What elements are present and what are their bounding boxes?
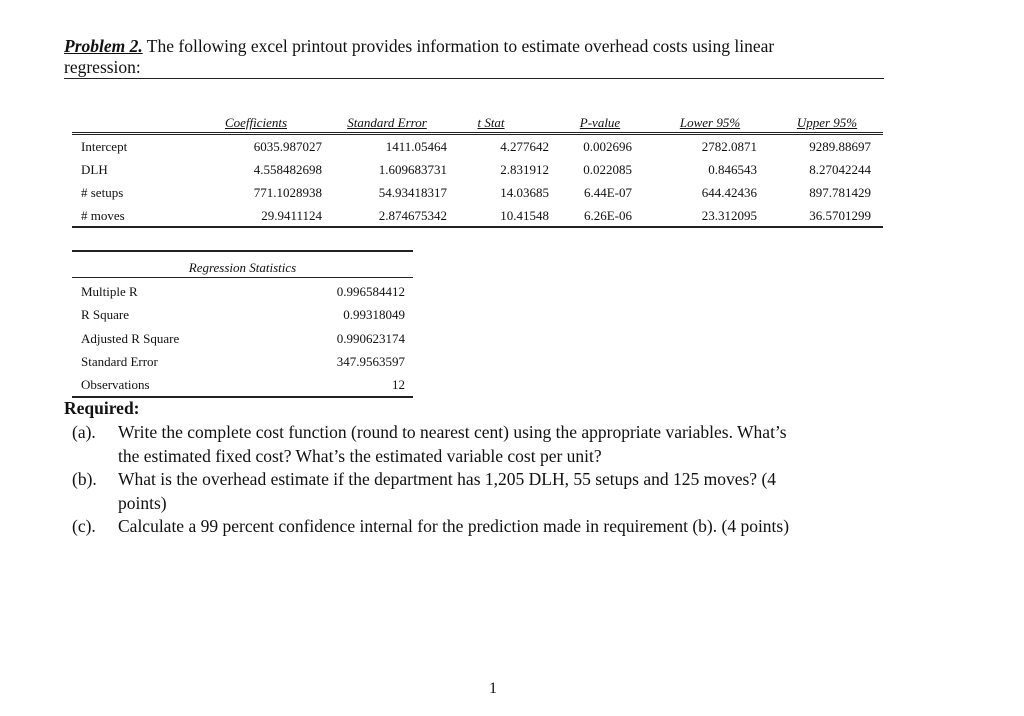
stat-label: Adjusted R Square: [81, 330, 180, 346]
header-rule: [72, 134, 883, 135]
row-label: # setups: [81, 185, 124, 200]
row-label: # moves: [81, 208, 125, 223]
title-underline: [64, 78, 884, 79]
column-header: Coefficients: [224, 115, 288, 130]
header-rule: [72, 132, 883, 133]
item-text: Write the complete cost function (round …: [118, 422, 787, 442]
table-cell: 771.1028938: [253, 185, 322, 200]
table-cell: 0.022085: [583, 162, 632, 177]
problem-title: Problem 2. The following excel printout …: [64, 36, 774, 57]
stat-label: Observations: [81, 377, 150, 393]
item-text: points): [118, 492, 167, 513]
title-text-line2: regression:: [64, 57, 141, 77]
table-cell: 0.002696: [583, 139, 632, 154]
item-text: the estimated fixed cost? What’s the est…: [118, 445, 602, 466]
stats-header: Regression Statistics: [188, 260, 297, 275]
row-label: Intercept: [81, 139, 128, 154]
stat-value: 347.9563597: [336, 353, 405, 369]
stat-label: Multiple R: [81, 284, 138, 299]
item-text: Calculate a 99 percent confidence intern…: [118, 516, 790, 536]
table-cell: 2.831912: [500, 162, 549, 177]
stats-top-rule: [72, 250, 413, 252]
table-cell: 36.5701299: [809, 208, 871, 223]
column-header: t Stat: [477, 115, 505, 130]
table-cell: 14.03685: [500, 185, 549, 200]
table-cell: 0.846543: [708, 162, 757, 177]
table-cell: 9289.88697: [809, 139, 871, 154]
stats-header-rule: [72, 277, 413, 278]
table-cell: 897.781429: [809, 185, 871, 200]
item-marker: (a).: [72, 422, 96, 442]
item-marker: (c).: [72, 516, 96, 536]
table-cell: 644.42436: [701, 185, 757, 200]
stat-label: R Square: [81, 307, 130, 323]
table-cell: 6035.987027: [253, 139, 322, 154]
table-cell: 10.41548: [500, 208, 549, 223]
column-header: Standard Error: [347, 115, 427, 130]
table-cell: 2782.0871: [701, 139, 757, 154]
stat-value: 12: [392, 377, 405, 393]
problem-label: Problem 2.: [64, 36, 143, 56]
stat-label: Standard Error: [81, 353, 158, 369]
required-heading: Required:: [64, 398, 140, 418]
table-cell: 1.609683731: [378, 162, 447, 177]
stats-bottom-rule: [72, 396, 413, 398]
page-number: 1: [489, 680, 497, 697]
table-cell: 8.27042244: [809, 162, 871, 177]
table-cell: 1411.05464: [385, 139, 447, 154]
table-cell: 23.312095: [701, 208, 757, 223]
row-label: DLH: [81, 162, 108, 177]
column-header: Upper 95%: [796, 115, 858, 130]
stat-value: 0.99318049: [343, 307, 405, 323]
table-bottom-rule: [72, 226, 883, 228]
table-cell: 4.558482698: [253, 162, 322, 177]
table-cell: 54.93418317: [378, 185, 447, 200]
title-text: The following excel printout provides in…: [142, 36, 775, 56]
item-marker: (b).: [72, 469, 97, 489]
stat-value: 0.996584412: [336, 284, 405, 299]
table-cell: 4.277642: [500, 139, 549, 154]
column-header: Lower 95%: [679, 115, 741, 130]
column-header: P-value: [579, 115, 621, 130]
stat-value: 0.990623174: [336, 330, 405, 346]
table-cell: 6.26E-06: [583, 208, 632, 223]
item-text: What is the overhead estimate if the dep…: [118, 469, 777, 489]
table-cell: 6.44E-07: [583, 185, 632, 200]
table-cell: 2.874675342: [378, 208, 447, 223]
table-cell: 29.9411124: [261, 208, 322, 223]
